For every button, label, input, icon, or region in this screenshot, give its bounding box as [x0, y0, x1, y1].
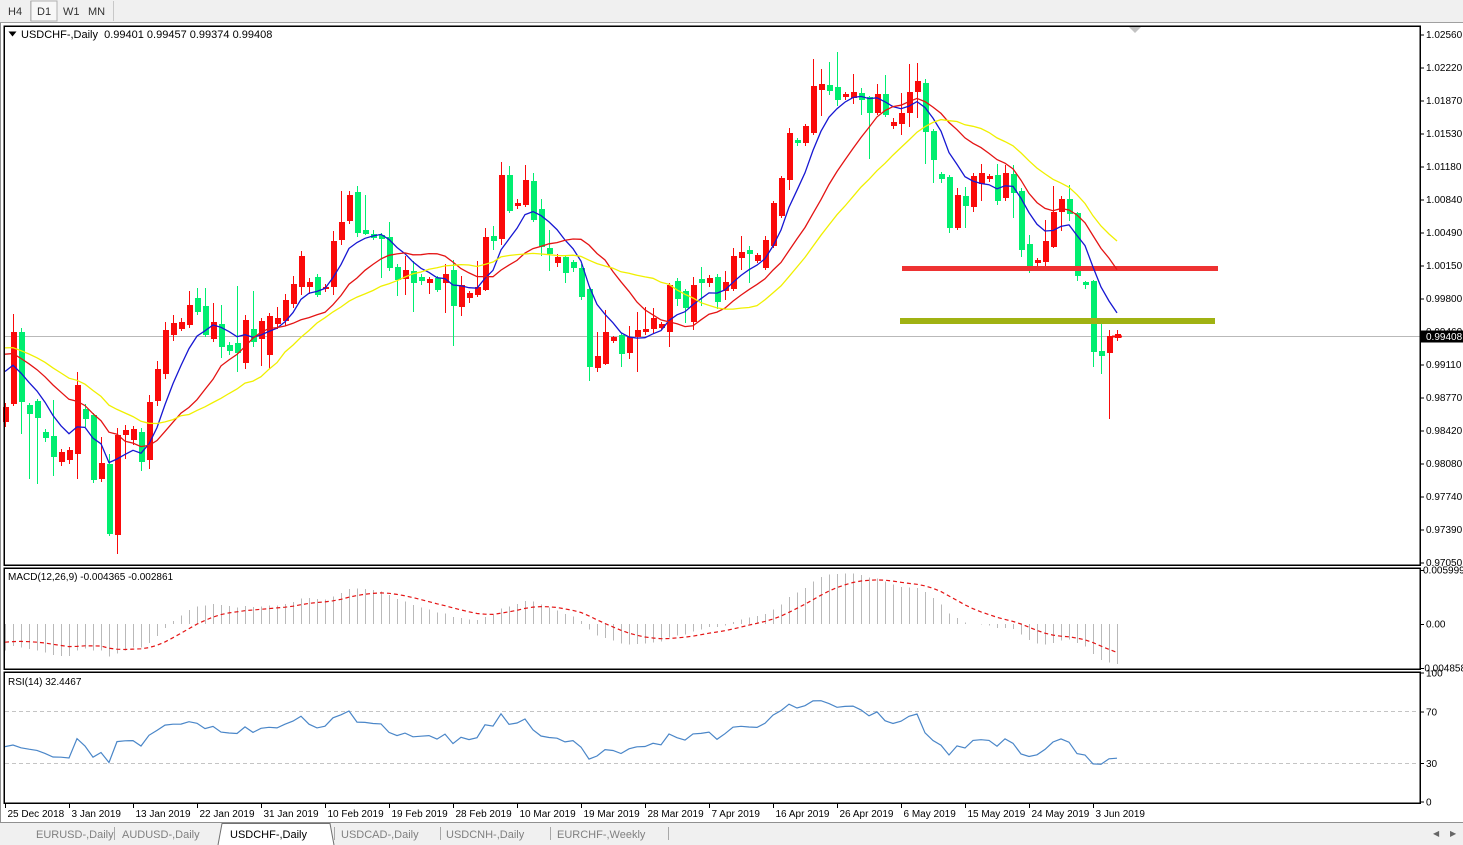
- svg-text:13 Jan 2019: 13 Jan 2019: [136, 809, 191, 820]
- svg-text:1.00490: 1.00490: [1426, 228, 1463, 239]
- svg-text:0.98080: 0.98080: [1426, 459, 1463, 470]
- svg-text:1.01530: 1.01530: [1426, 129, 1463, 140]
- svg-text:15 May 2019: 15 May 2019: [968, 809, 1026, 820]
- svg-text:100: 100: [1426, 669, 1443, 680]
- svg-text:31 Jan 2019: 31 Jan 2019: [264, 809, 319, 820]
- svg-text:1.01870: 1.01870: [1426, 96, 1463, 107]
- svg-text:USDCNH-,Daily: USDCNH-,Daily: [446, 829, 525, 841]
- svg-text:0.99800: 0.99800: [1426, 294, 1463, 305]
- svg-text:10 Mar 2019: 10 Mar 2019: [520, 809, 577, 820]
- svg-text:0.98420: 0.98420: [1426, 426, 1463, 437]
- svg-text:16 Apr 2019: 16 Apr 2019: [776, 809, 830, 820]
- svg-text:MN: MN: [88, 6, 105, 18]
- svg-text:EURCHF-,Weekly: EURCHF-,Weekly: [557, 829, 646, 841]
- svg-text:30: 30: [1426, 759, 1438, 770]
- svg-text:◀: ◀: [1433, 829, 1440, 838]
- svg-text:3 Jan 2019: 3 Jan 2019: [72, 809, 122, 820]
- svg-text:7 Apr 2019: 7 Apr 2019: [712, 809, 761, 820]
- svg-text:24 May 2019: 24 May 2019: [1032, 809, 1090, 820]
- svg-text:19 Feb 2019: 19 Feb 2019: [392, 809, 449, 820]
- svg-text:0.98770: 0.98770: [1426, 393, 1463, 404]
- svg-text:0.97050: 0.97050: [1426, 558, 1463, 569]
- svg-text:0.99110: 0.99110: [1426, 360, 1462, 371]
- svg-text:USDCHF-,Daily: USDCHF-,Daily: [230, 829, 308, 841]
- svg-text:3 Jun 2019: 3 Jun 2019: [1096, 809, 1146, 820]
- svg-text:26 Apr 2019: 26 Apr 2019: [840, 809, 894, 820]
- svg-text:H4: H4: [8, 6, 22, 18]
- svg-text:W1: W1: [63, 6, 80, 18]
- svg-text:-0.004858: -0.004858: [1421, 664, 1463, 675]
- svg-text:EURUSD-,Daily: EURUSD-,Daily: [36, 829, 114, 841]
- svg-text:0.99408: 0.99408: [1426, 332, 1463, 343]
- svg-text:1.00150: 1.00150: [1426, 261, 1463, 272]
- svg-text:1.02560: 1.02560: [1426, 30, 1463, 41]
- svg-text:USDCHF-,Daily 0.99401 0.99457: USDCHF-,Daily 0.99401 0.99457 0.99374 0.…: [21, 29, 272, 41]
- svg-text:▶: ▶: [1450, 829, 1457, 838]
- svg-text:10 Feb 2019: 10 Feb 2019: [328, 809, 385, 820]
- svg-text:D1: D1: [37, 6, 51, 18]
- svg-text:0.00: 0.00: [1426, 620, 1446, 631]
- svg-text:70: 70: [1426, 707, 1438, 718]
- svg-text:0.005999: 0.005999: [1423, 566, 1463, 577]
- svg-text:22 Jan 2019: 22 Jan 2019: [200, 809, 255, 820]
- svg-text:MACD(12,26,9) -0.004365 -0.002: MACD(12,26,9) -0.004365 -0.002861: [8, 572, 174, 583]
- svg-text:AUDUSD-,Daily: AUDUSD-,Daily: [122, 829, 200, 841]
- svg-text:6 May 2019: 6 May 2019: [904, 809, 957, 820]
- svg-text:USDCAD-,Daily: USDCAD-,Daily: [341, 829, 419, 841]
- svg-text:0.97740: 0.97740: [1426, 492, 1463, 503]
- svg-text:0.97390: 0.97390: [1426, 525, 1463, 536]
- svg-text:1.02220: 1.02220: [1426, 63, 1463, 74]
- svg-text:28 Feb 2019: 28 Feb 2019: [456, 809, 513, 820]
- svg-text:25 Dec 2018: 25 Dec 2018: [8, 809, 65, 820]
- svg-text:19 Mar 2019: 19 Mar 2019: [584, 809, 641, 820]
- svg-text:1.00840: 1.00840: [1426, 195, 1463, 206]
- svg-text:1.01180: 1.01180: [1426, 162, 1462, 173]
- svg-text:RSI(14) 32.4467: RSI(14) 32.4467: [8, 677, 82, 688]
- svg-text:0: 0: [1426, 797, 1432, 808]
- svg-text:28 Mar 2019: 28 Mar 2019: [648, 809, 705, 820]
